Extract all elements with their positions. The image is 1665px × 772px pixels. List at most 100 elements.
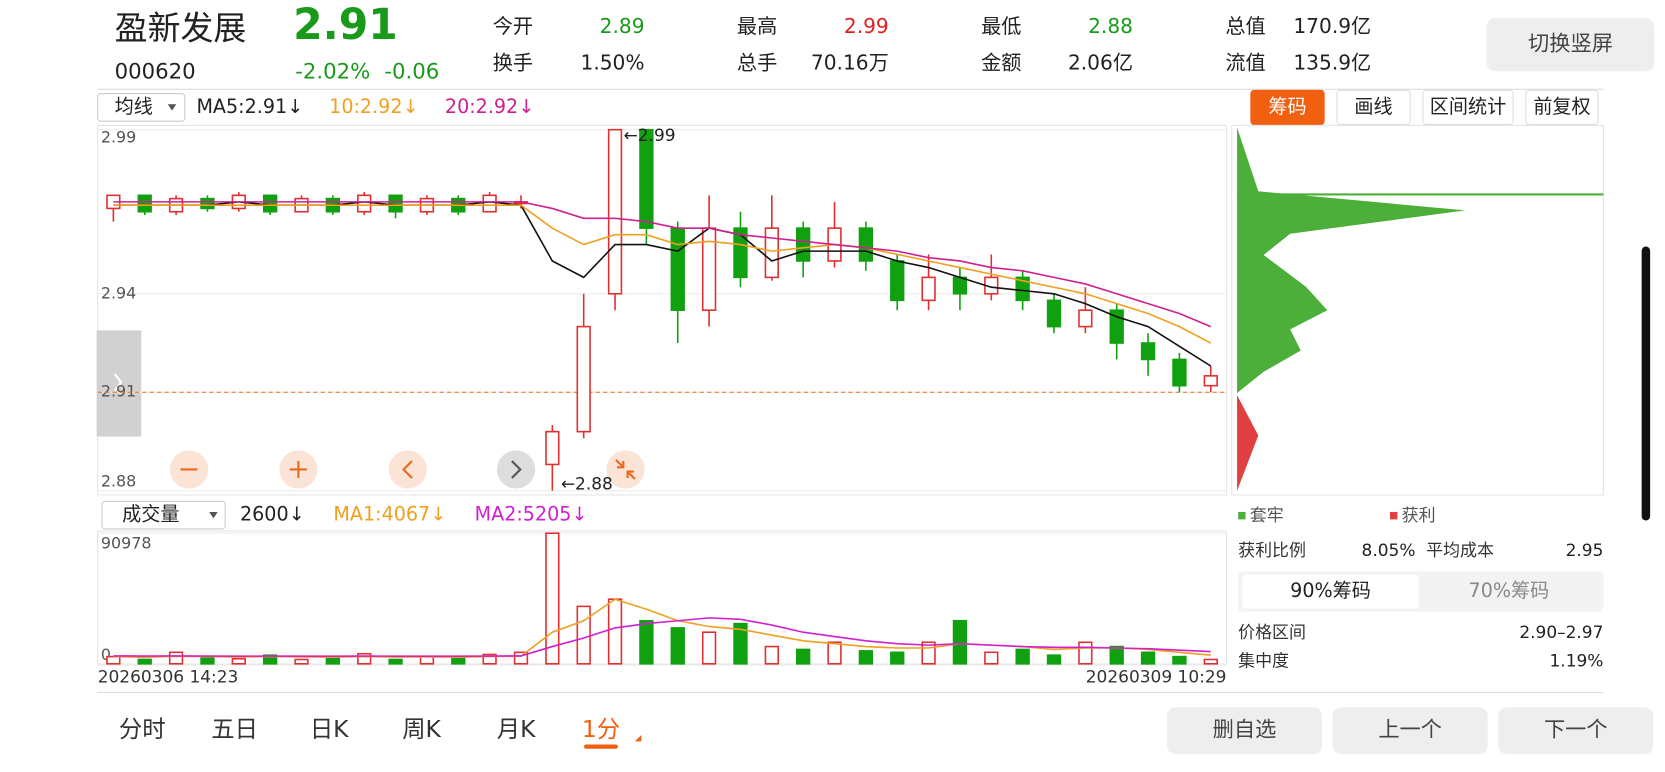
pan-left[interactable] [388,450,427,489]
period-tab[interactable]: 月K [497,715,536,743]
volume-bar [482,653,497,665]
pan-right[interactable] [496,450,536,489]
volume-bar [1046,654,1062,665]
action-button[interactable] [1332,707,1488,755]
chip-tab-active[interactable] [1242,574,1419,609]
scrollbar [1641,246,1651,521]
period-tab[interactable]: 日K [310,715,349,743]
volume-bar [827,641,842,665]
chip-frame [1231,124,1604,496]
stat-label: 最低 [981,14,1021,38]
chip-stat-value: 1.19% [1550,652,1604,672]
legend-swatch [1389,511,1398,520]
volume-bar [1109,645,1124,665]
legend-label: 套牢 [1250,506,1284,526]
volume-bar [200,657,215,665]
tool-button-label: 前复权 [1533,95,1590,118]
chip-stat-label: 价格区间 [1238,623,1306,643]
candle-body [357,194,372,213]
icon [402,460,413,479]
volume-bar [795,648,811,665]
volume-selector-label: 成交量 [122,503,179,526]
volume-bar [952,619,968,665]
candle-body [482,194,497,213]
stat-value: 2.99 [844,14,889,38]
chip-tab: 90%筹码 [1290,579,1371,602]
stat-label: 总手 [737,50,777,74]
volume-bar [388,658,403,665]
dropdown-icon [167,104,177,111]
candle-body [733,227,748,279]
tool-button[interactable] [1525,89,1599,125]
y-tick-label: 90978 [101,533,152,552]
rotate-button[interactable] [1486,18,1655,72]
candle-body [921,276,936,302]
volume-bar [137,658,152,665]
volume-bar [858,650,874,665]
volume-ma2: MA2:5205↓ [475,503,588,526]
candle-body [764,227,779,279]
stat-value: 170.9亿 [1293,14,1371,38]
legend-swatch [1238,511,1246,520]
volume-bar [764,645,779,665]
chip-loss [1237,127,1466,394]
tool-button-label: 筹码 [1268,95,1306,118]
stat-value: 1.50% [581,50,645,74]
volume-bar [670,627,685,665]
stock-name: 盈新发展 [115,8,247,47]
stat-label: 金额 [981,50,1021,74]
active-underline [584,744,619,749]
change: -0.06 [384,59,439,84]
chip-tab: 70%筹码 [1469,579,1550,602]
candle-body [639,128,654,229]
ma-line [113,204,1212,344]
chip-stat-value: 2.95 [1566,541,1604,561]
volume-bar [451,657,466,665]
ma20-label: 20:2.92↓ [445,95,534,118]
volume-bar [262,654,278,665]
stat-label: 今开 [493,14,533,38]
candle-body [1015,276,1030,302]
ma-selector[interactable] [97,93,186,122]
volume-bar [1078,641,1093,665]
y-tick-label: 2.94 [101,283,136,302]
legend-label: 获利 [1402,506,1436,526]
tool-button[interactable] [1250,89,1325,125]
volume-selector[interactable] [101,500,226,530]
period-tab[interactable]: 1分 [582,715,620,743]
action-button[interactable] [1166,707,1323,755]
volume-last: 2600↓ [240,503,305,526]
candle-body [890,260,905,302]
tool-button-label: 区间统计 [1430,95,1506,118]
zoom-controls [169,450,645,489]
icon [511,460,522,479]
y-tick-label: 2.88 [101,472,136,491]
candle-body [262,194,278,213]
ma-line [113,201,1212,367]
candle-body [701,227,717,311]
side-handle-icon [113,373,123,392]
tool-button[interactable] [1336,89,1411,125]
tool-button[interactable] [1422,89,1514,125]
candle-body [137,194,152,213]
chip-profit [1237,395,1259,491]
volume-bar [701,631,717,665]
chip-stat-label: 获利比例 [1238,541,1306,561]
candle-body [1140,342,1156,361]
volume-bar [576,605,591,665]
volume-bar [294,658,309,665]
rotate-label: 切换竖屏 [1528,32,1613,57]
chip-stat-label: 平均成本 [1426,541,1494,561]
action-label: 下一个 [1544,718,1608,743]
period-tab[interactable]: 五日 [211,715,258,743]
period-tab[interactable]: 周K [402,715,441,743]
ma5-label: MA5:2.91↓ [196,95,303,118]
volume-bar [984,651,999,665]
chip-stat-value: 2.90–2.97 [1519,623,1603,643]
volume-bar [639,619,654,665]
volume-bar [325,656,341,665]
period-tab[interactable]: 分时 [119,715,166,743]
action-button[interactable] [1498,707,1654,755]
volume-bar [545,532,560,665]
